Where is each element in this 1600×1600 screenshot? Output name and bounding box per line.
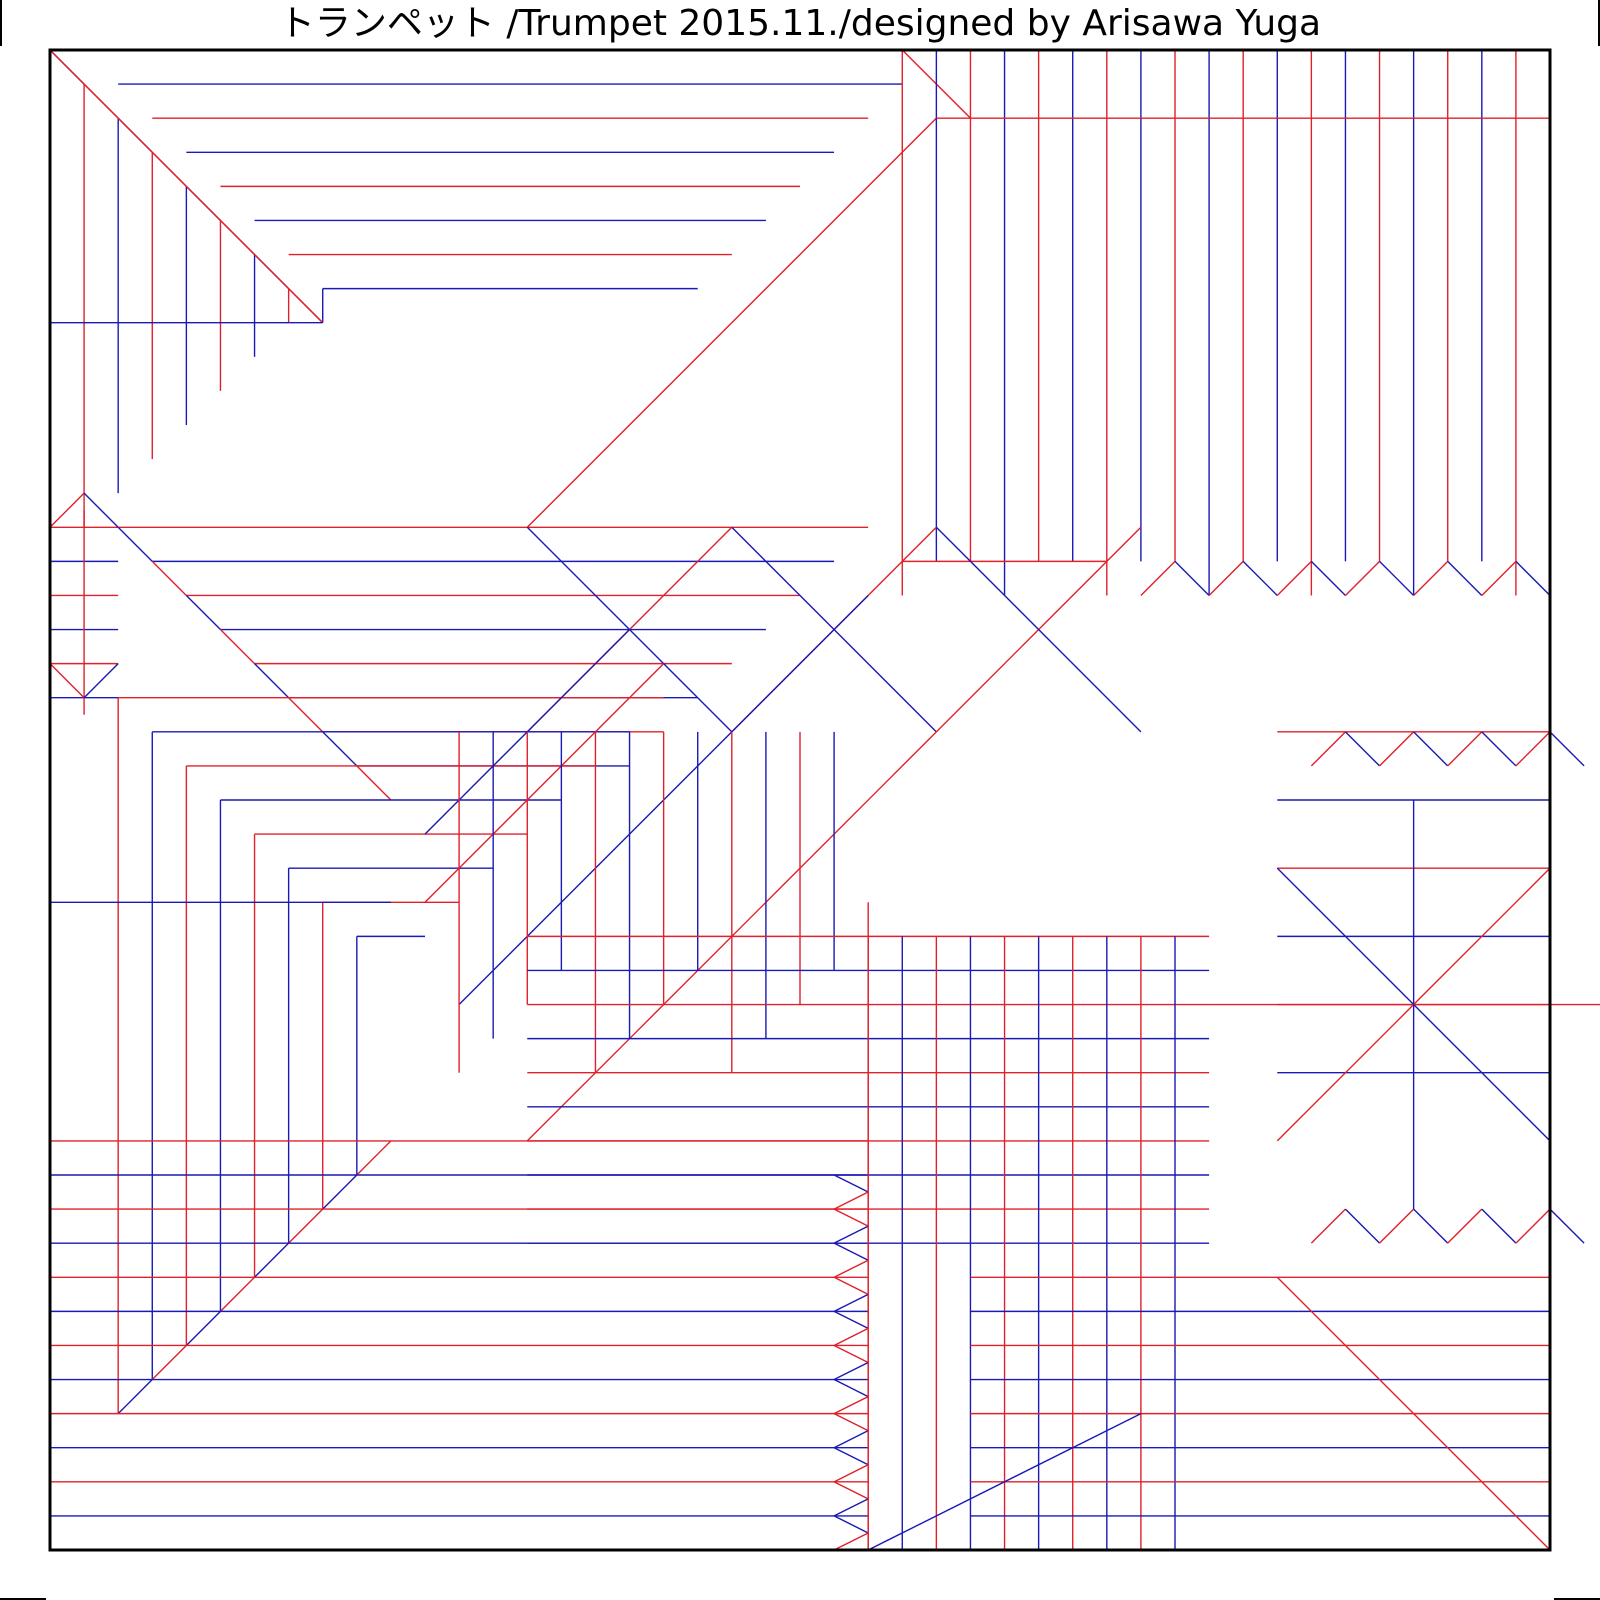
mountain-crease-104 bbox=[288, 1208, 324, 1244]
mountain-crease-143 bbox=[833, 1481, 869, 1500]
valley-crease-217 bbox=[1549, 1208, 1585, 1244]
valley-crease-199 bbox=[1413, 1004, 1551, 1142]
sheet-border bbox=[48, 48, 1552, 1552]
mountain-crease-98 bbox=[219, 1276, 256, 1312]
valley-crease-137 bbox=[833, 1378, 869, 1398]
valley-crease-36 bbox=[254, 663, 290, 699]
valley-crease-129 bbox=[833, 1242, 869, 1261]
valley-crease-213 bbox=[1481, 1208, 1517, 1244]
crease-lines bbox=[49, 49, 1600, 1551]
valley-crease-196 bbox=[1276, 867, 1415, 1006]
mountain-crease-50 bbox=[49, 492, 85, 528]
valley-crease-136 bbox=[833, 1361, 869, 1381]
valley-crease-75 bbox=[1174, 560, 1210, 596]
valley-crease-133 bbox=[833, 1310, 869, 1330]
valley-crease-207 bbox=[1413, 731, 1449, 767]
mountain-crease-80 bbox=[1344, 560, 1381, 596]
corner-mark-bottom-right-h bbox=[1554, 1598, 1600, 1600]
valley-crease-144 bbox=[833, 1498, 869, 1517]
corner-mark-bottom-left-h bbox=[0, 1598, 46, 1600]
valley-crease-83 bbox=[1447, 560, 1483, 596]
mountain-crease-131 bbox=[833, 1276, 869, 1295]
valley-crease-205 bbox=[1344, 1208, 1381, 1244]
valley-crease-215 bbox=[1549, 731, 1585, 767]
mountain-crease-127 bbox=[833, 1208, 869, 1227]
mountain-crease-139 bbox=[833, 1413, 869, 1432]
mountain-crease-76 bbox=[1208, 560, 1244, 596]
mountain-crease-110 bbox=[356, 1140, 392, 1176]
mountain-crease-210 bbox=[1447, 731, 1483, 767]
mountain-crease-25 bbox=[526, 117, 937, 528]
valley-crease-203 bbox=[1344, 731, 1381, 767]
mountain-crease-214 bbox=[1515, 731, 1551, 767]
mountain-crease-82 bbox=[1413, 560, 1449, 596]
valley-crease-227 bbox=[867, 1413, 1142, 1551]
valley-crease-125 bbox=[833, 1174, 869, 1193]
mountain-crease-92 bbox=[151, 1344, 187, 1381]
mountain-crease-146 bbox=[833, 1532, 869, 1551]
valley-crease-32 bbox=[185, 594, 221, 631]
valley-crease-132 bbox=[833, 1293, 869, 1312]
mountain-crease-38 bbox=[288, 697, 324, 733]
mountain-crease-130 bbox=[833, 1259, 869, 1278]
valley-crease-95 bbox=[185, 1310, 221, 1346]
mountain-crease-154 bbox=[424, 663, 665, 903]
mountain-crease-126 bbox=[833, 1191, 869, 1210]
mountain-crease-216 bbox=[1515, 1208, 1551, 1244]
mountain-crease-208 bbox=[1379, 1208, 1415, 1244]
mountain-crease-197 bbox=[1413, 867, 1551, 1006]
mountain-crease-24 bbox=[49, 49, 324, 324]
valley-crease-141 bbox=[833, 1447, 869, 1466]
valley-crease-89 bbox=[117, 1379, 153, 1415]
mountain-crease-78 bbox=[1276, 560, 1312, 596]
mountain-crease-204 bbox=[1310, 1208, 1346, 1244]
valley-crease-79 bbox=[1310, 560, 1346, 596]
mountain-crease-42 bbox=[356, 765, 392, 801]
mountain-crease-212 bbox=[1447, 1208, 1483, 1244]
valley-crease-140 bbox=[833, 1430, 869, 1449]
corner-mark-top-right bbox=[1598, 0, 1600, 46]
mountain-crease-135 bbox=[833, 1344, 869, 1364]
valley-crease-85 bbox=[1515, 560, 1551, 596]
mountain-crease-142 bbox=[833, 1464, 869, 1483]
mountain-crease-138 bbox=[833, 1395, 869, 1415]
valley-crease-128 bbox=[833, 1225, 869, 1244]
mountain-crease-52 bbox=[49, 663, 85, 699]
valley-crease-53 bbox=[83, 663, 119, 699]
diagram-title: トランペット /Trumpet 2015.11./designed by Ari… bbox=[278, 3, 1322, 44]
valley-crease-153 bbox=[935, 526, 1142, 733]
mountain-crease-226 bbox=[1276, 1276, 1551, 1551]
mountain-crease-30 bbox=[151, 560, 187, 596]
valley-crease-209 bbox=[1413, 1208, 1449, 1244]
valley-crease-101 bbox=[254, 1242, 290, 1278]
valley-crease-51 bbox=[83, 492, 119, 528]
valley-crease-107 bbox=[322, 1174, 358, 1210]
valley-crease-211 bbox=[1481, 731, 1517, 767]
corner-mark-top-left bbox=[0, 0, 2, 46]
mountain-crease-84 bbox=[1481, 560, 1517, 596]
valley-crease-28 bbox=[117, 526, 153, 562]
valley-crease-40 bbox=[322, 731, 358, 767]
valley-crease-81 bbox=[1379, 560, 1415, 596]
mountain-crease-34 bbox=[219, 629, 256, 665]
valley-crease-145 bbox=[833, 1515, 869, 1534]
mountain-crease-202 bbox=[1310, 731, 1346, 767]
mountain-crease-134 bbox=[833, 1327, 869, 1347]
mountain-crease-74 bbox=[1140, 560, 1176, 596]
mountain-crease-206 bbox=[1379, 731, 1415, 767]
valley-crease-77 bbox=[1242, 560, 1278, 596]
mountain-crease-198 bbox=[1276, 1004, 1415, 1142]
